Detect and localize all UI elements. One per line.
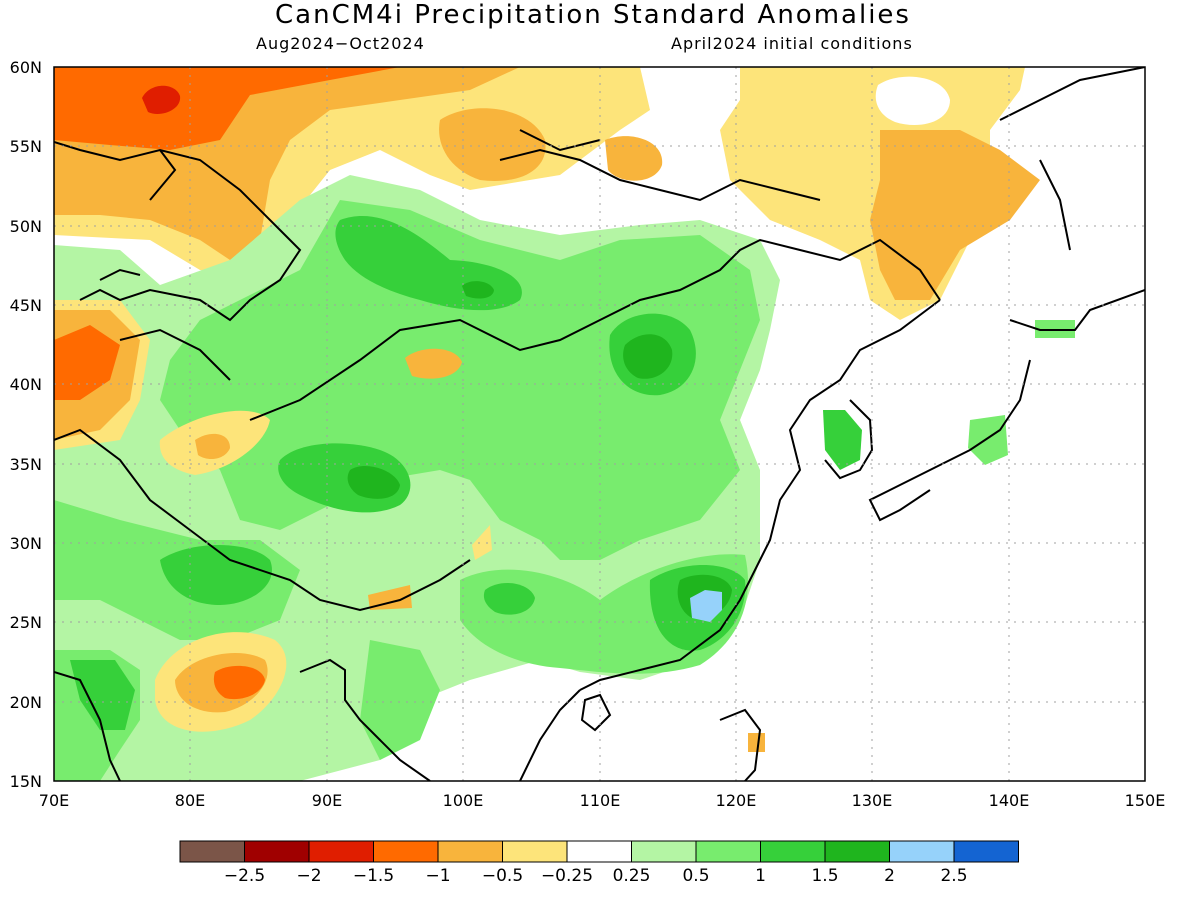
anomaly-region-wet-japan <box>968 415 1008 465</box>
initial-conditions: April2024 initial conditions <box>671 34 913 53</box>
anomaly-region-extreme-dry-north <box>142 85 181 115</box>
anomaly-region-dry-far-east-core <box>870 130 1040 300</box>
lon-label: 130E <box>852 791 893 810</box>
colorbar-swatch <box>308 840 374 863</box>
colorbar-swatch <box>760 840 826 863</box>
lat-label: 60N <box>10 58 42 77</box>
forecast-period: Aug2024−Oct2024 <box>256 34 425 53</box>
anomaly-region-dry-east-siberia <box>605 136 663 181</box>
lon-label: 110E <box>580 791 621 810</box>
colorbar-swatch <box>631 840 697 863</box>
anomaly-region-dry-yunnan <box>368 585 412 610</box>
anomaly-region-very-dry-north <box>54 67 400 150</box>
map-frame <box>53 66 1146 782</box>
colorbar-swatch <box>437 840 503 863</box>
colorbar-label: −0.5 <box>482 866 523 886</box>
anomaly-region-dry-taiwan <box>748 733 765 752</box>
colorbar-label: −1 <box>425 866 450 886</box>
lat-label: 20N <box>10 693 42 712</box>
lon-label: 70E <box>39 791 69 810</box>
anomaly-region-wet-burma <box>360 640 440 760</box>
colorbar-swatch <box>824 840 890 863</box>
anomaly-region-very-wet-tibet <box>347 465 400 499</box>
anomaly-region-wet-india-core <box>70 660 135 730</box>
anomaly-region-wet-yunnan <box>483 583 535 615</box>
colorbar-label: 0.25 <box>613 866 651 886</box>
colorbar-label: 1.5 <box>811 866 838 886</box>
lat-label: 25N <box>10 613 42 632</box>
lon-label: 100E <box>443 791 484 810</box>
colorbar-swatch <box>953 840 1019 863</box>
lat-label: 40N <box>10 375 42 394</box>
anomaly-region-very-wet-mongolia <box>462 281 494 299</box>
colorbar-label: 1 <box>755 866 766 886</box>
anomaly-region-extreme-wet-fujian <box>690 590 722 622</box>
anomaly-region-dry-inner-mongolia <box>405 348 462 379</box>
graticule <box>54 67 1145 781</box>
colorbar-label: −2.5 <box>224 866 265 886</box>
colorbar-swatch <box>244 840 310 863</box>
colorbar-label: 2 <box>884 866 895 886</box>
lat-label: 50N <box>10 217 42 236</box>
map-title: CanCM4i Precipitation Standard Anomalies <box>275 0 911 30</box>
colorbar-swatch <box>889 840 955 863</box>
anomaly-region-wet-korea <box>823 410 862 470</box>
colorbar-swatch <box>695 840 761 863</box>
colorbar-label: −2 <box>296 866 321 886</box>
colorbar-label: 0.5 <box>682 866 709 886</box>
lon-label: 80E <box>175 791 205 810</box>
colorbar-label: −1.5 <box>353 866 394 886</box>
lat-label: 30N <box>10 534 42 553</box>
colorbar-label: 2.5 <box>940 866 967 886</box>
colorbar-swatch <box>502 840 568 863</box>
anomaly-region-very-dry-india <box>213 665 265 700</box>
colorbar: −2.5 −2 −1.5 −1 −0.5 −0.25 0.25 0.5 1 1.5 2 2.5 <box>179 840 1019 886</box>
colorbar-swatch <box>179 840 245 863</box>
lat-label: 55N <box>10 137 42 156</box>
anomaly-region-very-wet-north-china <box>623 334 673 379</box>
anomaly-region-wet-himalaya <box>160 545 272 605</box>
lon-label: 140E <box>989 791 1030 810</box>
anomaly-region-very-dry-central-asia <box>54 325 120 400</box>
lon-label: 120E <box>716 791 757 810</box>
anomaly-region-dry-qinghai-core <box>195 433 230 460</box>
colorbar-swatch <box>566 840 632 863</box>
longitude-labels: 70E 80E 90E 100E 110E 120E 130E 140E 150… <box>39 791 1166 810</box>
lon-label: 150E <box>1125 791 1166 810</box>
colorbar-swatch <box>373 840 439 863</box>
lat-label: 15N <box>10 772 42 791</box>
lon-label: 90E <box>312 791 342 810</box>
lat-label: 35N <box>10 455 42 474</box>
coastlines <box>54 67 1145 781</box>
colorbar-label: −0.25 <box>541 866 593 886</box>
lat-label: 45N <box>10 296 42 315</box>
anomaly-region-dry-sichuan <box>472 525 492 560</box>
anomaly-region-dry-baikal <box>439 108 546 181</box>
anomaly-region-neutral-okhotsk <box>875 76 950 126</box>
anomaly-field <box>54 67 1145 781</box>
latitude-labels: 60N 55N 50N 45N 40N 35N 30N 25N 20N 15N <box>10 58 42 791</box>
